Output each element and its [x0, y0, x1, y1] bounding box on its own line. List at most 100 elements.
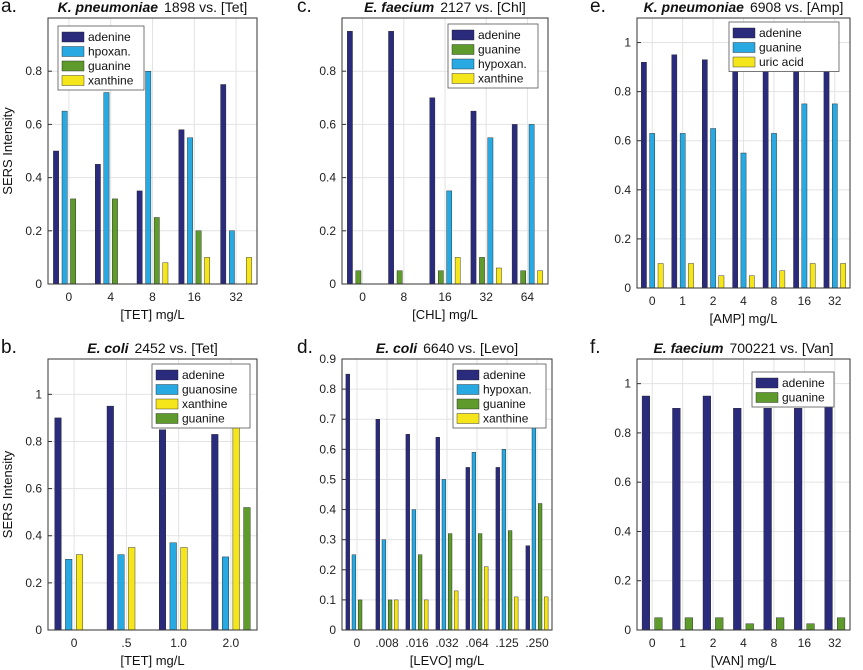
y-tick-label: 0.6: [319, 442, 336, 456]
bar-hpoxan-32: [228, 230, 235, 285]
bar-hypoxan-p016: [411, 509, 416, 631]
bar-hypoxan-p032: [441, 479, 446, 631]
x-axis-label: [TET] mg/L: [120, 653, 184, 668]
bar-guanine-2: [710, 128, 716, 289]
legend-entry: xanthine: [182, 397, 228, 411]
legend-swatch: [732, 42, 756, 53]
bar-guanine-p064: [478, 533, 483, 631]
bar-hpoxan-8: [145, 70, 152, 285]
bar-adenine-4: [94, 164, 101, 285]
legend-entry: adenine: [782, 376, 825, 390]
y-tick-label: 0.2: [614, 232, 631, 246]
bar-guanine-0: [70, 198, 77, 285]
bar-guanine-8: [396, 270, 403, 285]
x-tick-label: .064: [465, 636, 489, 650]
y-tick-label: 0.3: [319, 533, 336, 547]
x-tick-label: 32: [828, 294, 842, 308]
bar-adenine-8: [136, 190, 143, 285]
bar-adenine-4: [732, 54, 738, 289]
legend-swatch: [755, 392, 779, 403]
x-tick-label: 0: [66, 290, 73, 304]
legend-swatch: [456, 413, 480, 424]
x-tick-label: 4: [740, 294, 747, 308]
bar-guanine-8: [153, 217, 160, 285]
bar-guanine-p125: [508, 530, 513, 631]
bar-guanine-64: [520, 270, 526, 285]
legend-entry: hypoxan.: [483, 383, 532, 397]
y-tick-label: 0.4: [319, 503, 336, 517]
y-axis-label: SERS Intensity: [0, 450, 15, 538]
x-tick-label: 0: [649, 294, 656, 308]
legend-swatch: [755, 377, 779, 389]
legend-swatch: [155, 384, 179, 395]
bar-adenine-8: [763, 408, 772, 631]
x-tick-label: .008: [375, 636, 399, 650]
bar-guanine-16: [195, 230, 202, 285]
bar-guanine-0: [649, 133, 655, 289]
title-organism: K. pneumoniae: [58, 0, 159, 15]
y-tick-label: 0.2: [319, 563, 336, 577]
panel-d: 0 0.1 0.2 0.3 0.4 0.5 0.6 0.7 0.8 0.9 0 .008 .016 .03…: [297, 337, 553, 668]
x-tick-label: 16: [798, 636, 812, 650]
title-organism: E. coli: [87, 340, 129, 356]
x-tick-label: 1: [679, 636, 686, 650]
bar-guanosine-p5: [117, 554, 125, 631]
bar-adenine-0: [345, 373, 350, 631]
x-tick-label: 8: [771, 294, 778, 308]
legend-swatch: [451, 29, 475, 41]
panel-b: 0 0.2 0.4 0.6 0.8 1 0 .5 1.0 2.0 [TET] mg/L SERS In…: [0, 337, 258, 668]
bar-uricacid-1: [688, 263, 694, 289]
x-tick-label: 1: [679, 294, 686, 308]
x-axis-label: [TET] mg/L: [120, 307, 184, 322]
bar-xanthine-16: [204, 257, 211, 285]
panel-e: 0 0.2 0.4 0.6 0.8 1 0 1 2 4 8 16 32 [AMP] mg/L e. K. pn…: [590, 0, 851, 326]
x-tick-label: .125: [495, 636, 519, 650]
y-tick-label: 0: [329, 623, 336, 637]
y-tick-label: 0.8: [319, 64, 336, 78]
bar-adenine-16: [794, 408, 803, 631]
x-tick-label: 0: [354, 636, 361, 650]
y-tick-label: 0.1: [319, 593, 336, 607]
bar-xanthine-p032: [454, 590, 459, 631]
bar-adenine-p032: [435, 437, 440, 631]
bar-guanine-1: [684, 617, 693, 631]
y-tick-label: 0.8: [319, 382, 336, 396]
legend-entry: guanosine: [182, 383, 238, 397]
bar-adenine-p125: [495, 467, 500, 631]
bar-adenine-0: [53, 150, 59, 285]
x-tick-label: .250: [525, 636, 549, 650]
y-tick-label: 0.6: [319, 117, 336, 131]
bar-guanine-p032: [448, 533, 453, 631]
panel-title: K. pneumoniae 6908 vs. [Amp]: [644, 0, 844, 15]
x-tick-label: 0: [71, 636, 78, 650]
legend-swatch: [456, 369, 480, 381]
bar-guanine-p008: [388, 599, 393, 631]
title-rest: 1898 vs. [Tet]: [164, 0, 247, 15]
title-rest: 6908 vs. [Amp]: [750, 0, 843, 15]
panel-letter: f.: [590, 337, 601, 358]
y-tick-label: 0.2: [25, 576, 42, 590]
bar-adenine-0: [641, 395, 650, 631]
y-tick-label: 0.8: [614, 426, 631, 440]
bar-adenine-4: [733, 408, 742, 631]
y-tick-label: 0: [624, 281, 631, 295]
title-rest: 700221 vs. [Van]: [729, 340, 833, 356]
bar-hypoxan-16: [446, 190, 453, 285]
legend-entry: adenine: [88, 30, 131, 44]
title-organism: E. faecium: [364, 0, 434, 15]
bar-guanine-32: [837, 617, 846, 631]
bar-adenine-32: [823, 66, 830, 289]
y-tick-label: 0.6: [25, 482, 42, 496]
legend-entry: adenine: [759, 26, 802, 40]
legend-swatch: [456, 384, 480, 395]
bar-adenine-32: [220, 84, 227, 285]
bar-hpoxan-0: [61, 110, 68, 285]
bar-hypoxan-64: [528, 124, 535, 285]
bar-hpoxan-16: [187, 137, 193, 285]
x-tick-label: 16: [438, 290, 452, 304]
bar-hypoxan-0: [351, 554, 356, 631]
panel-title: E. faecium 2127 vs. [Chl]: [364, 0, 526, 15]
